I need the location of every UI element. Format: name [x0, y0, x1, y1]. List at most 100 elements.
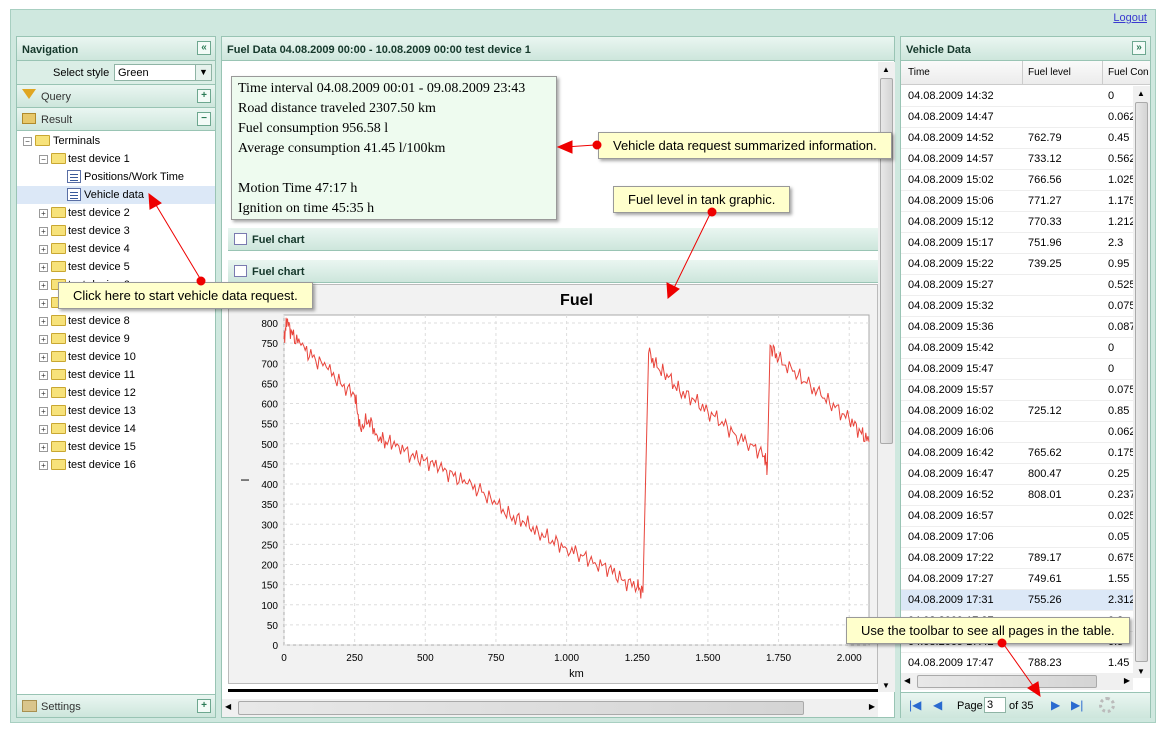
scroll-right-icon[interactable]: ▶	[868, 702, 875, 711]
expand-device-icon[interactable]: +	[39, 461, 48, 470]
scroll-up-icon[interactable]: ▲	[1137, 89, 1145, 98]
collapse-right-icon[interactable]: »	[1132, 41, 1146, 55]
fuel-chart-header-2[interactable]: Fuel chart	[228, 260, 878, 283]
table-row[interactable]: 04.08.2009 16:47 800.47 0.25	[901, 464, 1133, 485]
tree-item-device[interactable]: + test device 2	[17, 204, 215, 222]
table-row[interactable]: 04.08.2009 15:47 0	[901, 359, 1133, 380]
table-row[interactable]: 04.08.2009 17:27 749.61 1.55	[901, 569, 1133, 590]
tree-item-device[interactable]: + test device 16	[17, 456, 215, 474]
scroll-down-icon[interactable]: ▼	[1137, 667, 1145, 676]
logout-link[interactable]: Logout	[1113, 12, 1147, 24]
column-time[interactable]: Time	[908, 67, 930, 78]
table-row[interactable]: 04.08.2009 16:02 725.12 0.85	[901, 401, 1133, 422]
main-horizontal-thumb[interactable]	[238, 701, 804, 715]
expand-device-icon[interactable]: +	[39, 281, 48, 290]
expand-device-icon[interactable]: +	[39, 353, 48, 362]
main-vertical-thumb[interactable]	[880, 78, 893, 444]
column-fuel-consumption[interactable]: Fuel Con	[1108, 67, 1149, 78]
tree-root-terminals[interactable]: − Terminals	[17, 132, 215, 150]
table-row[interactable]: 04.08.2009 14:57 733.12 0.562	[901, 149, 1133, 170]
tree-item-device[interactable]: + test device 3	[17, 222, 215, 240]
tree-item-device[interactable]: + test device 14	[17, 420, 215, 438]
expand-query-icon[interactable]: +	[197, 89, 211, 103]
expand-device-icon[interactable]: +	[39, 335, 48, 344]
expand-device-icon[interactable]: +	[39, 209, 48, 218]
column-fuel-level[interactable]: Fuel level	[1028, 67, 1071, 78]
expand-device-icon[interactable]: +	[39, 371, 48, 380]
tree-item-device[interactable]: + test device 4	[17, 240, 215, 258]
table-row[interactable]: 04.08.2009 17:06 0.05	[901, 527, 1133, 548]
tree-item-device[interactable]: + test device 13	[17, 402, 215, 420]
table-row[interactable]: 04.08.2009 17:31 755.26 2.312	[901, 590, 1133, 611]
collapse-tree-icon[interactable]: −	[23, 137, 32, 146]
main-vertical-scrollbar[interactable]: ▲ ▼	[878, 62, 895, 692]
main-horizontal-scrollbar[interactable]: ◀ ▶	[222, 699, 878, 717]
style-select[interactable]: Green ▼	[114, 64, 212, 81]
table-row[interactable]: 04.08.2009 15:02 766.56 1.025	[901, 170, 1133, 191]
collapse-result-icon[interactable]: −	[197, 112, 211, 126]
next-page-icon[interactable]: ▶	[1051, 698, 1061, 712]
scroll-right-icon[interactable]: ▶	[1123, 676, 1130, 685]
expand-device-icon[interactable]: +	[39, 299, 48, 308]
fuel-chart-header-1[interactable]: Fuel chart	[228, 228, 878, 251]
y-tick-label: 100	[261, 601, 278, 612]
tree-item-device[interactable]: + test device 12	[17, 384, 215, 402]
table-row[interactable]: 04.08.2009 15:27 0.525	[901, 275, 1133, 296]
table-row[interactable]: 04.08.2009 17:22 789.17 0.675	[901, 548, 1133, 569]
expand-device-icon[interactable]: +	[39, 389, 48, 398]
expand-settings-icon[interactable]: +	[197, 699, 211, 713]
device-label: test device 13	[68, 405, 136, 417]
table-row[interactable]: 04.08.2009 14:32 0	[901, 86, 1133, 107]
tree-item-device[interactable]: + test device 9	[17, 330, 215, 348]
expand-device-icon[interactable]: +	[39, 443, 48, 452]
table-row[interactable]: 04.08.2009 16:52 808.01 0.237	[901, 485, 1133, 506]
table-row[interactable]: 04.08.2009 15:36 0.087	[901, 317, 1133, 338]
expand-device-icon[interactable]: +	[39, 425, 48, 434]
table-row[interactable]: 04.08.2009 15:17 751.96 2.3	[901, 233, 1133, 254]
table-row[interactable]: 04.08.2009 15:06 771.27 1.175	[901, 191, 1133, 212]
collapse-device-icon[interactable]: −	[39, 155, 48, 164]
expand-device-icon[interactable]: +	[39, 245, 48, 254]
tree-item-positions[interactable]: Positions/Work Time	[17, 168, 215, 186]
table-row[interactable]: 04.08.2009 14:47 0.062	[901, 107, 1133, 128]
scroll-up-icon[interactable]: ▲	[882, 65, 890, 74]
prev-page-icon[interactable]: ◀	[933, 698, 943, 712]
tree-item-vehicle-data[interactable]: Vehicle data	[17, 186, 215, 204]
vehicle-vertical-scrollbar[interactable]: ▲ ▼	[1133, 86, 1150, 678]
tree-item-device[interactable]: + test device 8	[17, 312, 215, 330]
scroll-left-icon[interactable]: ◀	[904, 676, 911, 685]
last-page-icon[interactable]: ▶|	[1071, 698, 1084, 712]
refresh-icon[interactable]	[1099, 697, 1115, 713]
scroll-left-icon[interactable]: ◀	[225, 702, 232, 711]
table-row[interactable]: 04.08.2009 15:22 739.25 0.95	[901, 254, 1133, 275]
table-row[interactable]: 04.08.2009 15:32 0.075	[901, 296, 1133, 317]
result-section[interactable]: Result −	[17, 108, 215, 131]
tree-item-device[interactable]: + test device 10	[17, 348, 215, 366]
query-section[interactable]: Query +	[17, 85, 215, 108]
expand-device-icon[interactable]: +	[39, 227, 48, 236]
table-row[interactable]: 04.08.2009 16:42 765.62 0.175	[901, 443, 1133, 464]
settings-section[interactable]: Settings +	[17, 694, 215, 717]
tree-item-device[interactable]: + test device 5	[17, 258, 215, 276]
tree-item-device1[interactable]: − test device 1	[17, 150, 215, 168]
expand-device-icon[interactable]: +	[39, 263, 48, 272]
tree-item-device[interactable]: + test device 15	[17, 438, 215, 456]
vehicle-horizontal-thumb[interactable]	[917, 675, 1097, 688]
scroll-down-icon[interactable]: ▼	[882, 681, 890, 690]
table-row[interactable]: 04.08.2009 15:57 0.075	[901, 380, 1133, 401]
first-page-icon[interactable]: |◀	[909, 698, 922, 712]
expand-device-icon[interactable]: +	[39, 407, 48, 416]
page-input[interactable]: 3	[984, 697, 1006, 713]
table-row[interactable]: 04.08.2009 16:06 0.062	[901, 422, 1133, 443]
table-row[interactable]: 04.08.2009 16:57 0.025	[901, 506, 1133, 527]
collapse-left-icon[interactable]: «	[197, 41, 211, 55]
vehicle-vertical-thumb[interactable]	[1135, 102, 1148, 662]
table-row[interactable]: 04.08.2009 15:42 0	[901, 338, 1133, 359]
tree-item-device[interactable]: + test device 11	[17, 366, 215, 384]
expand-device-icon[interactable]: +	[39, 317, 48, 326]
chevron-down-icon[interactable]: ▼	[195, 65, 211, 80]
table-row[interactable]: 04.08.2009 15:12 770.33 1.212	[901, 212, 1133, 233]
table-row[interactable]: 04.08.2009 17:47 788.23 1.45	[901, 653, 1133, 674]
vehicle-horizontal-scrollbar[interactable]: ◀ ▶	[901, 673, 1133, 690]
table-row[interactable]: 04.08.2009 14:52 762.79 0.45	[901, 128, 1133, 149]
